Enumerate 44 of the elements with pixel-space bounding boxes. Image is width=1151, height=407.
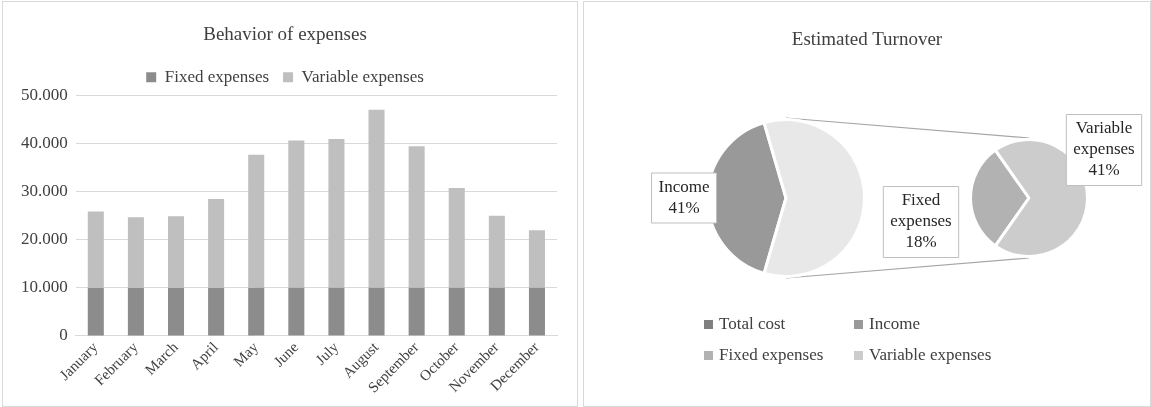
legend-label: Fixed expenses — [164, 66, 270, 86]
bar — [488, 215, 505, 288]
legend-label: Income — [869, 314, 920, 334]
bar — [368, 109, 385, 288]
data-label: Variable expenses 41% — [1073, 118, 1135, 180]
y-tick-label: 30.000 — [21, 181, 68, 201]
bar — [528, 287, 545, 336]
bar — [408, 146, 425, 288]
y-tick-label: 40.000 — [21, 133, 68, 153]
bar — [408, 287, 425, 336]
bar — [248, 154, 265, 288]
data-label: Income 41% — [658, 176, 710, 217]
bar — [127, 287, 144, 336]
bar — [208, 199, 225, 288]
x-tick-label: June — [270, 338, 302, 370]
bar — [87, 211, 104, 288]
y-tick-label: 20.000 — [21, 229, 68, 249]
y-tick-label: 0 — [59, 325, 68, 345]
chart-title: Estimated Turnover — [790, 28, 944, 50]
legend-label: Fixed expenses — [719, 345, 824, 365]
legend-label: Variable expenses — [869, 345, 992, 365]
data-label: Fixed expenses 18% — [890, 190, 952, 252]
bar — [368, 287, 385, 336]
x-tick-label: July — [312, 338, 342, 368]
bar — [448, 287, 465, 336]
bar — [127, 217, 144, 288]
bar — [87, 287, 104, 336]
bar — [167, 216, 185, 288]
legend-label: Variable expenses — [301, 66, 424, 86]
bar — [288, 140, 305, 288]
y-tick-label: 10.000 — [21, 277, 68, 297]
bar — [328, 287, 345, 336]
legend-label: Total cost — [719, 314, 786, 334]
bar — [488, 287, 505, 336]
bar — [328, 139, 345, 288]
chart-title: Behavior of expenses — [203, 23, 367, 45]
bar — [167, 287, 185, 336]
bar — [288, 287, 305, 336]
y-tick-label: 50.000 — [21, 85, 68, 105]
bar — [208, 287, 225, 336]
bar — [448, 188, 465, 288]
x-tick-label: May — [230, 338, 262, 370]
bar — [248, 287, 265, 336]
bar — [528, 230, 545, 288]
